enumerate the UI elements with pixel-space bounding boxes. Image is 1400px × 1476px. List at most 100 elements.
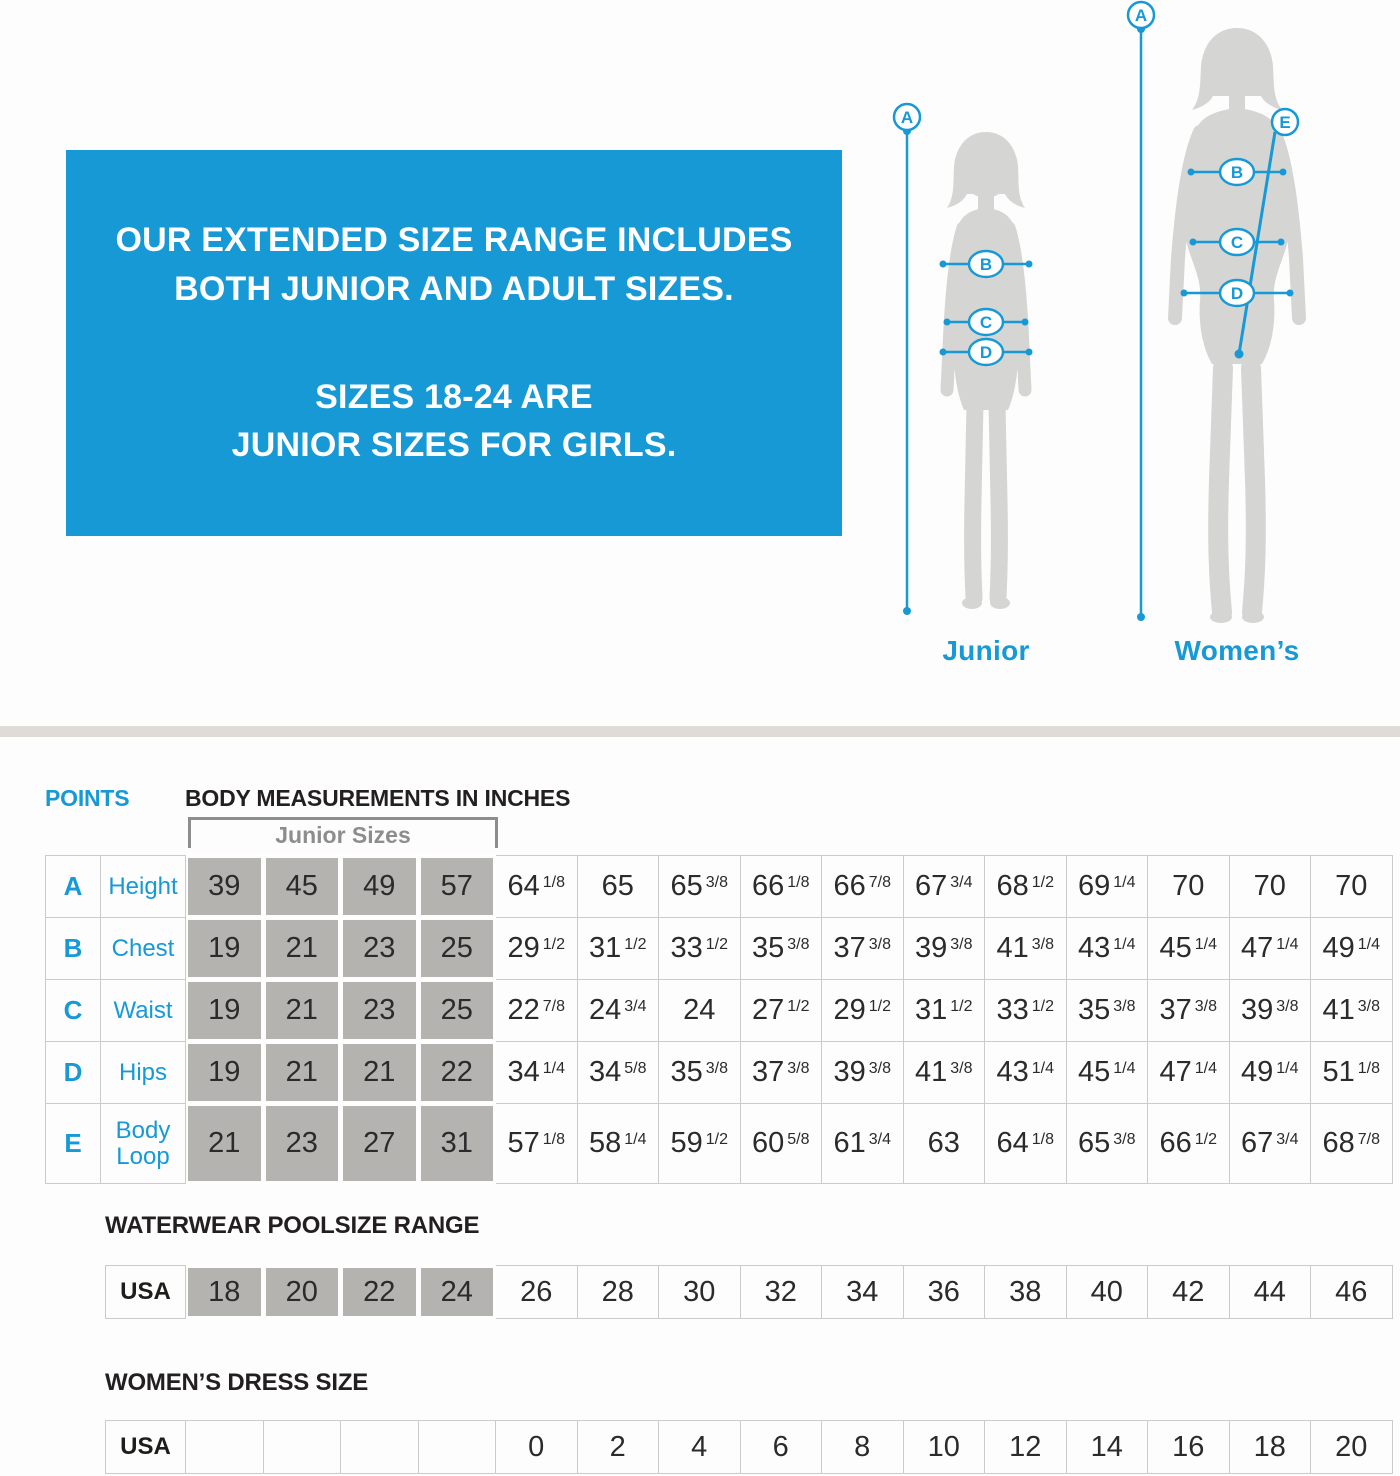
- adult-size-cell: 41 3/8: [902, 1041, 985, 1104]
- adult-size-cell: 69 1/4: [1065, 855, 1148, 918]
- junior-size-cell: 31: [417, 1103, 496, 1184]
- junior-point-d: D: [980, 343, 992, 362]
- point-letter-cell: B: [45, 917, 101, 980]
- adult-size-cell: 66 1/2: [1147, 1103, 1230, 1184]
- measurement-row-a: A Height 39 45 49 57 64 1/8 65 65 3/8 66 1/8 66 7/8 67 3…: [45, 855, 1393, 918]
- dress-size-table: USA 0 2 4 6 8 10 12 14 16 18 20: [105, 1420, 1393, 1474]
- adult-size-cell: 59 1/2: [658, 1103, 741, 1184]
- adult-size-cell: 35 3/8: [658, 1041, 741, 1104]
- adult-size-cell: 42: [1147, 1265, 1230, 1319]
- empty-cell: [262, 1420, 341, 1474]
- adult-size-cell: 0: [495, 1420, 578, 1474]
- adult-size-cell: 67 3/4: [902, 855, 985, 918]
- womens-point-markers: [1126, 0, 1300, 308]
- adult-size-cell: 38: [984, 1265, 1067, 1319]
- junior-size-cell: 49: [340, 855, 419, 918]
- adult-size-cell: 6: [739, 1420, 822, 1474]
- adult-size-cell: 2: [576, 1420, 659, 1474]
- junior-point-markers: [892, 102, 1005, 367]
- junior-size-cell: 39: [185, 855, 264, 918]
- adult-size-cell: 66 7/8: [821, 855, 904, 918]
- adult-size-cell: 45 1/4: [1065, 1041, 1148, 1104]
- adult-size-cell: 4: [658, 1420, 741, 1474]
- adult-size-cell: 31 1/2: [902, 979, 985, 1042]
- adult-size-cell: 70: [1147, 855, 1230, 918]
- junior-size-cell: 21: [262, 917, 341, 980]
- adult-size-cell: 39 3/8: [902, 917, 985, 980]
- adult-size-cell: 29 1/2: [495, 917, 578, 980]
- adult-size-cell: 61 3/4: [821, 1103, 904, 1184]
- junior-sizes-bracket: Junior Sizes: [188, 817, 498, 848]
- adult-size-cell: 33 1/2: [658, 917, 741, 980]
- adult-size-cell: 34 5/8: [576, 1041, 659, 1104]
- adult-size-cell: 65 3/8: [658, 855, 741, 918]
- adult-size-cell: 28: [576, 1265, 659, 1319]
- adult-size-cell: 46: [1310, 1265, 1393, 1319]
- adult-size-cell: 34 1/4: [495, 1041, 578, 1104]
- adult-size-cell: 31 1/2: [576, 917, 659, 980]
- adult-size-cell: 49 1/4: [1228, 1041, 1311, 1104]
- adult-size-cell: 49 1/4: [1310, 917, 1393, 980]
- adult-size-cell: 40: [1065, 1265, 1148, 1319]
- dress-size-title: WOMEN’S DRESS SIZE: [105, 1369, 369, 1396]
- banner-paragraph-1: OUR EXTENDED SIZE RANGE INCLUDES BOTH JU…: [115, 221, 793, 308]
- adult-size-cell: 35 3/8: [739, 917, 822, 980]
- womens-point-e: E: [1279, 113, 1290, 132]
- empty-cell: [417, 1420, 496, 1474]
- adult-size-cell: 20: [1310, 1420, 1393, 1474]
- adult-size-cell: 64 1/8: [495, 855, 578, 918]
- point-letter-cell: A: [45, 855, 101, 918]
- junior-size-cell: 19: [185, 979, 264, 1042]
- section-divider: [0, 726, 1400, 737]
- adult-size-cell: 64 1/8: [984, 1103, 1067, 1184]
- junior-silhouette-limbs: [940, 221, 1032, 607]
- region-label-cell: USA: [105, 1420, 186, 1474]
- junior-size-cell: 23: [340, 979, 419, 1042]
- figures-illustration: A B C D A B C D E: [892, 0, 1306, 623]
- point-letter-cell: D: [45, 1041, 101, 1104]
- point-label-cell: Chest: [100, 917, 186, 980]
- adult-size-cell: 70: [1228, 855, 1311, 918]
- junior-sizes-bracket-label: Junior Sizes: [275, 822, 411, 848]
- adult-size-cell: 26: [495, 1265, 578, 1319]
- adult-size-cell: 63: [902, 1103, 985, 1184]
- adult-size-cell: 51 1/8: [1310, 1041, 1393, 1104]
- region-label-cell: USA: [105, 1265, 186, 1319]
- adult-size-cell: 39 3/8: [1228, 979, 1311, 1042]
- adult-size-cell: 32: [739, 1265, 822, 1319]
- adult-size-cell: 33 1/2: [984, 979, 1067, 1042]
- adult-size-cell: 58 1/4: [576, 1103, 659, 1184]
- junior-size-cell: 45: [262, 855, 341, 918]
- adult-size-cell: 41 3/8: [1310, 979, 1393, 1042]
- junior-size-cell: 21: [185, 1103, 264, 1184]
- points-header: POINTS: [45, 785, 130, 811]
- junior-size-cell: 25: [417, 917, 496, 980]
- adult-size-cell: 47 1/4: [1228, 917, 1311, 980]
- womens-point-b: B: [1231, 163, 1243, 182]
- adult-size-cell: 35 3/8: [1065, 979, 1148, 1042]
- measurement-row-c: C Waist 19 21 23 25 22 7/8 24 3/4 24 27 1/2 29 1/2 31 1/…: [45, 979, 1393, 1042]
- measurement-row-b: B Chest 19 21 23 25 29 1/2 31 1/2 33 1/2 35 3/8 37 3/8 3…: [45, 917, 1393, 980]
- empty-cell: [185, 1420, 264, 1474]
- junior-size-cell: 25: [417, 979, 496, 1042]
- adult-size-cell: 57 1/8: [495, 1103, 578, 1184]
- junior-point-b: B: [980, 255, 992, 274]
- adult-size-cell: 27 1/2: [739, 979, 822, 1042]
- junior-size-cell: 21: [340, 1041, 419, 1104]
- adult-size-cell: 10: [902, 1420, 985, 1474]
- womens-point-d: D: [1231, 284, 1243, 303]
- adult-size-cell: 68 7/8: [1310, 1103, 1393, 1184]
- size-row: USA 0 2 4 6 8 10 12 14 16 18 20: [105, 1420, 1393, 1474]
- junior-point-c: C: [980, 313, 992, 332]
- junior-point-a: A: [901, 108, 913, 127]
- point-label-cell: Hips: [100, 1041, 186, 1104]
- womens-silhouette-limbs: [1168, 125, 1306, 622]
- junior-size-cell: 21: [262, 979, 341, 1042]
- junior-silhouette: [947, 132, 1025, 609]
- junior-size-cell: 19: [185, 917, 264, 980]
- junior-size-cell: 23: [262, 1103, 341, 1184]
- adult-size-cell: 24: [658, 979, 741, 1042]
- adult-size-cell: 37 3/8: [739, 1041, 822, 1104]
- junior-size-cell: 22: [417, 1041, 496, 1104]
